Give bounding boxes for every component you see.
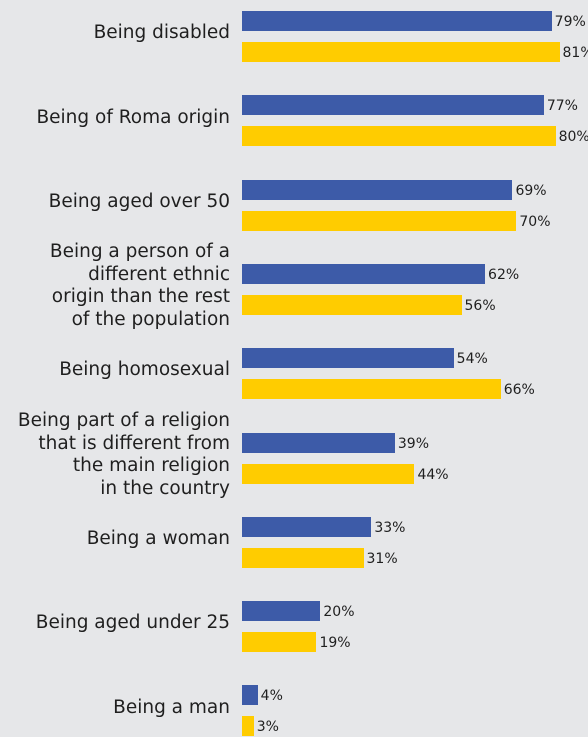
- bar-series-2: [242, 547, 364, 568]
- data-label: 56%: [464, 297, 496, 314]
- data-label: 44%: [417, 466, 449, 483]
- bar-series-1: [242, 263, 486, 284]
- data-label: 79%: [554, 14, 586, 30]
- category-label: Being a woman: [86, 528, 230, 550]
- bar-series-2: [242, 463, 415, 484]
- bar-series-2: [242, 42, 560, 62]
- bar-series-2: [242, 379, 501, 400]
- data-label: 69%: [515, 182, 547, 199]
- data-label: 4%: [260, 688, 283, 705]
- bar-series-1: [242, 432, 395, 453]
- bar-series-1: [242, 95, 544, 116]
- bar-series-1: [242, 348, 454, 369]
- data-label: 77%: [546, 98, 578, 115]
- bar-series-2: [242, 716, 254, 737]
- data-label: 70%: [519, 213, 551, 230]
- data-label: 80%: [558, 129, 588, 146]
- bar-series-1: [242, 179, 513, 200]
- data-label: 19%: [319, 635, 351, 652]
- data-label: 3%: [256, 719, 279, 736]
- data-label: 81%: [562, 45, 588, 61]
- category-label: Being a person of a different ethnic ori…: [49, 241, 230, 330]
- data-label: 66%: [503, 382, 535, 399]
- category-label: Being aged over 50: [48, 190, 230, 212]
- data-label: 31%: [366, 550, 398, 567]
- bar-series-2: [242, 210, 517, 231]
- category-label: Being a man: [113, 696, 230, 718]
- category-label: Being of Roma origin: [36, 106, 230, 128]
- data-label: 54%: [456, 351, 488, 368]
- data-label: 33%: [374, 519, 406, 536]
- category-label: Being part of a religion that is differe…: [17, 410, 230, 499]
- bar-series-2: [242, 294, 462, 315]
- data-label: 20%: [323, 604, 355, 621]
- category-label: Being disabled: [93, 22, 230, 44]
- bar-series-1: [242, 601, 321, 622]
- category-label: Being homosexual: [59, 359, 230, 381]
- bar-series-2: [242, 632, 317, 653]
- data-label: 39%: [397, 435, 429, 452]
- data-label: 62%: [488, 266, 520, 283]
- bar-series-1: [242, 11, 552, 31]
- bar-series-1: [242, 685, 258, 706]
- bar-series-1: [242, 516, 372, 537]
- category-label: Being aged under 25: [35, 612, 230, 634]
- bar-series-2: [242, 126, 556, 147]
